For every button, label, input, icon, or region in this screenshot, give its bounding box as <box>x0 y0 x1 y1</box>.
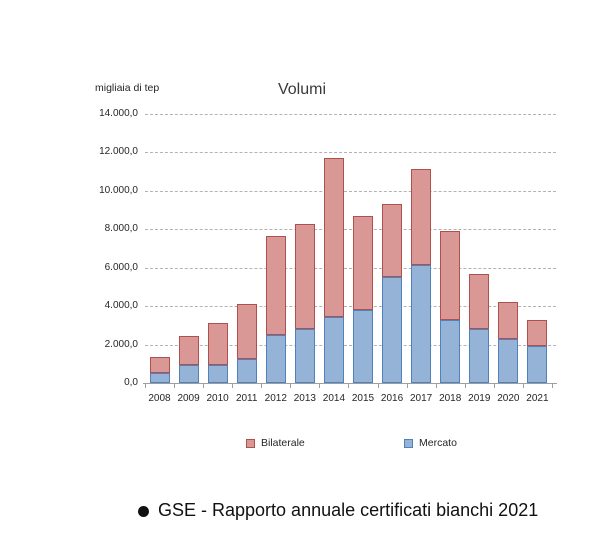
bar-segment-bilaterale-2013 <box>294 223 315 330</box>
bar-segment-bilaterale-2008 <box>149 357 170 374</box>
gridline-14000 <box>145 114 556 115</box>
x-tick-label-2019: 2019 <box>468 393 491 404</box>
y-tick-label: 14.000,0 <box>99 108 138 119</box>
bar-segment-mercato-2020 <box>498 338 519 383</box>
gridline-8000 <box>145 229 556 231</box>
x-axis-tick <box>493 383 495 388</box>
x-axis-tick <box>348 383 350 388</box>
bar-segment-bilaterale-2016 <box>382 204 403 278</box>
bar-segment-bilaterale-2011 <box>236 304 257 359</box>
legend-item-bilaterale: Bilaterale <box>246 437 305 449</box>
x-axis-tick <box>319 383 321 388</box>
x-axis-tick <box>522 383 524 388</box>
x-axis-tick <box>290 383 292 388</box>
y-axis-unit-label: migliaia di tep <box>95 82 160 94</box>
bar-segment-mercato-2015 <box>353 309 374 383</box>
bilaterale-swatch-icon <box>246 438 255 448</box>
x-tick-label-2009: 2009 <box>177 393 200 404</box>
bar-segment-mercato-2010 <box>207 364 228 383</box>
bullet-icon <box>138 506 149 517</box>
bar-segment-bilaterale-2020 <box>498 302 519 339</box>
bar-segment-bilaterale-2018 <box>440 231 461 320</box>
chart-legend: Bilaterale Mercato <box>0 435 600 455</box>
gridline-12000 <box>145 152 556 154</box>
bar-segment-mercato-2017 <box>411 264 432 383</box>
legend-label-mercato: Mercato <box>419 437 457 449</box>
gridline-6000 <box>145 267 556 269</box>
x-axis-line <box>143 383 557 384</box>
x-axis-tick <box>261 383 263 388</box>
gridline-4000 <box>145 306 556 308</box>
bar-segment-bilaterale-2021 <box>527 319 548 347</box>
x-axis-tick <box>377 383 379 388</box>
bar-segment-bilaterale-2009 <box>178 335 199 365</box>
bar-segment-mercato-2011 <box>236 358 257 383</box>
legend-label-bilaterale: Bilaterale <box>261 437 305 449</box>
bar-segment-mercato-2016 <box>382 277 403 383</box>
bar-segment-bilaterale-2017 <box>411 168 432 265</box>
y-tick-label: 8.000,0 <box>104 223 138 235</box>
x-tick-label-2010: 2010 <box>206 393 229 404</box>
y-tick-label: 12.000,0 <box>99 146 138 158</box>
x-tick-label-2016: 2016 <box>380 393 404 404</box>
y-tick-label: 10.000,0 <box>99 184 138 196</box>
bar-segment-bilaterale-2014 <box>323 158 344 317</box>
x-tick-label-2011: 2011 <box>235 393 258 404</box>
y-tick-label: 6.000,0 <box>104 261 138 273</box>
x-tick-label-2017: 2017 <box>410 393 433 404</box>
x-tick-label-2018: 2018 <box>439 393 462 404</box>
bar-segment-mercato-2008 <box>149 373 170 383</box>
y-tick-label: 4.000,0 <box>104 300 138 312</box>
chart-title: Volumi <box>277 81 327 98</box>
mercato-swatch-icon <box>404 438 413 448</box>
x-tick-label-2015: 2015 <box>351 393 375 404</box>
x-axis-tick <box>406 383 408 388</box>
x-axis-tick <box>203 383 205 388</box>
x-tick-label-2020: 2020 <box>497 393 520 404</box>
gridline-10000 <box>145 190 556 192</box>
bar-segment-bilaterale-2010 <box>207 323 228 365</box>
x-tick-label-2013: 2013 <box>293 393 316 404</box>
x-tick-label-2014: 2014 <box>322 393 346 404</box>
bar-segment-mercato-2009 <box>178 364 199 383</box>
bar-segment-mercato-2014 <box>323 316 344 383</box>
bar-segment-mercato-2019 <box>469 329 490 383</box>
plot-area: 0,0 2.000,0 4.000,0 6.000,0 8.000,0 10.000,0 1… <box>99 108 557 404</box>
bar-segment-mercato-2013 <box>294 329 315 383</box>
x-axis-tick <box>551 383 553 388</box>
bar-segment-mercato-2012 <box>265 334 286 383</box>
bar-segment-mercato-2021 <box>527 346 548 383</box>
x-axis-tick <box>232 383 234 388</box>
x-axis-tick <box>145 383 146 388</box>
gridline-2000 <box>145 344 556 346</box>
bar-segment-bilaterale-2012 <box>265 236 286 335</box>
y-tick-label: 2.000,0 <box>104 338 138 350</box>
bar-segment-bilaterale-2015 <box>353 215 374 310</box>
legend-item-mercato: Mercato <box>404 437 457 449</box>
bar-segment-bilaterale-2019 <box>469 274 490 330</box>
x-tick-label-2021: 2021 <box>526 393 549 404</box>
bar-segment-mercato-2018 <box>440 319 461 383</box>
source-caption: GSE - Rapporto annuale certificati bianc… <box>158 500 539 520</box>
x-tick-label-2008: 2008 <box>148 393 171 404</box>
x-axis-tick <box>435 383 437 388</box>
y-tick-label: 0,0 <box>124 377 138 388</box>
x-axis-tick <box>464 383 466 388</box>
x-tick-label-2012: 2012 <box>264 393 287 404</box>
x-axis-tick <box>174 383 176 388</box>
